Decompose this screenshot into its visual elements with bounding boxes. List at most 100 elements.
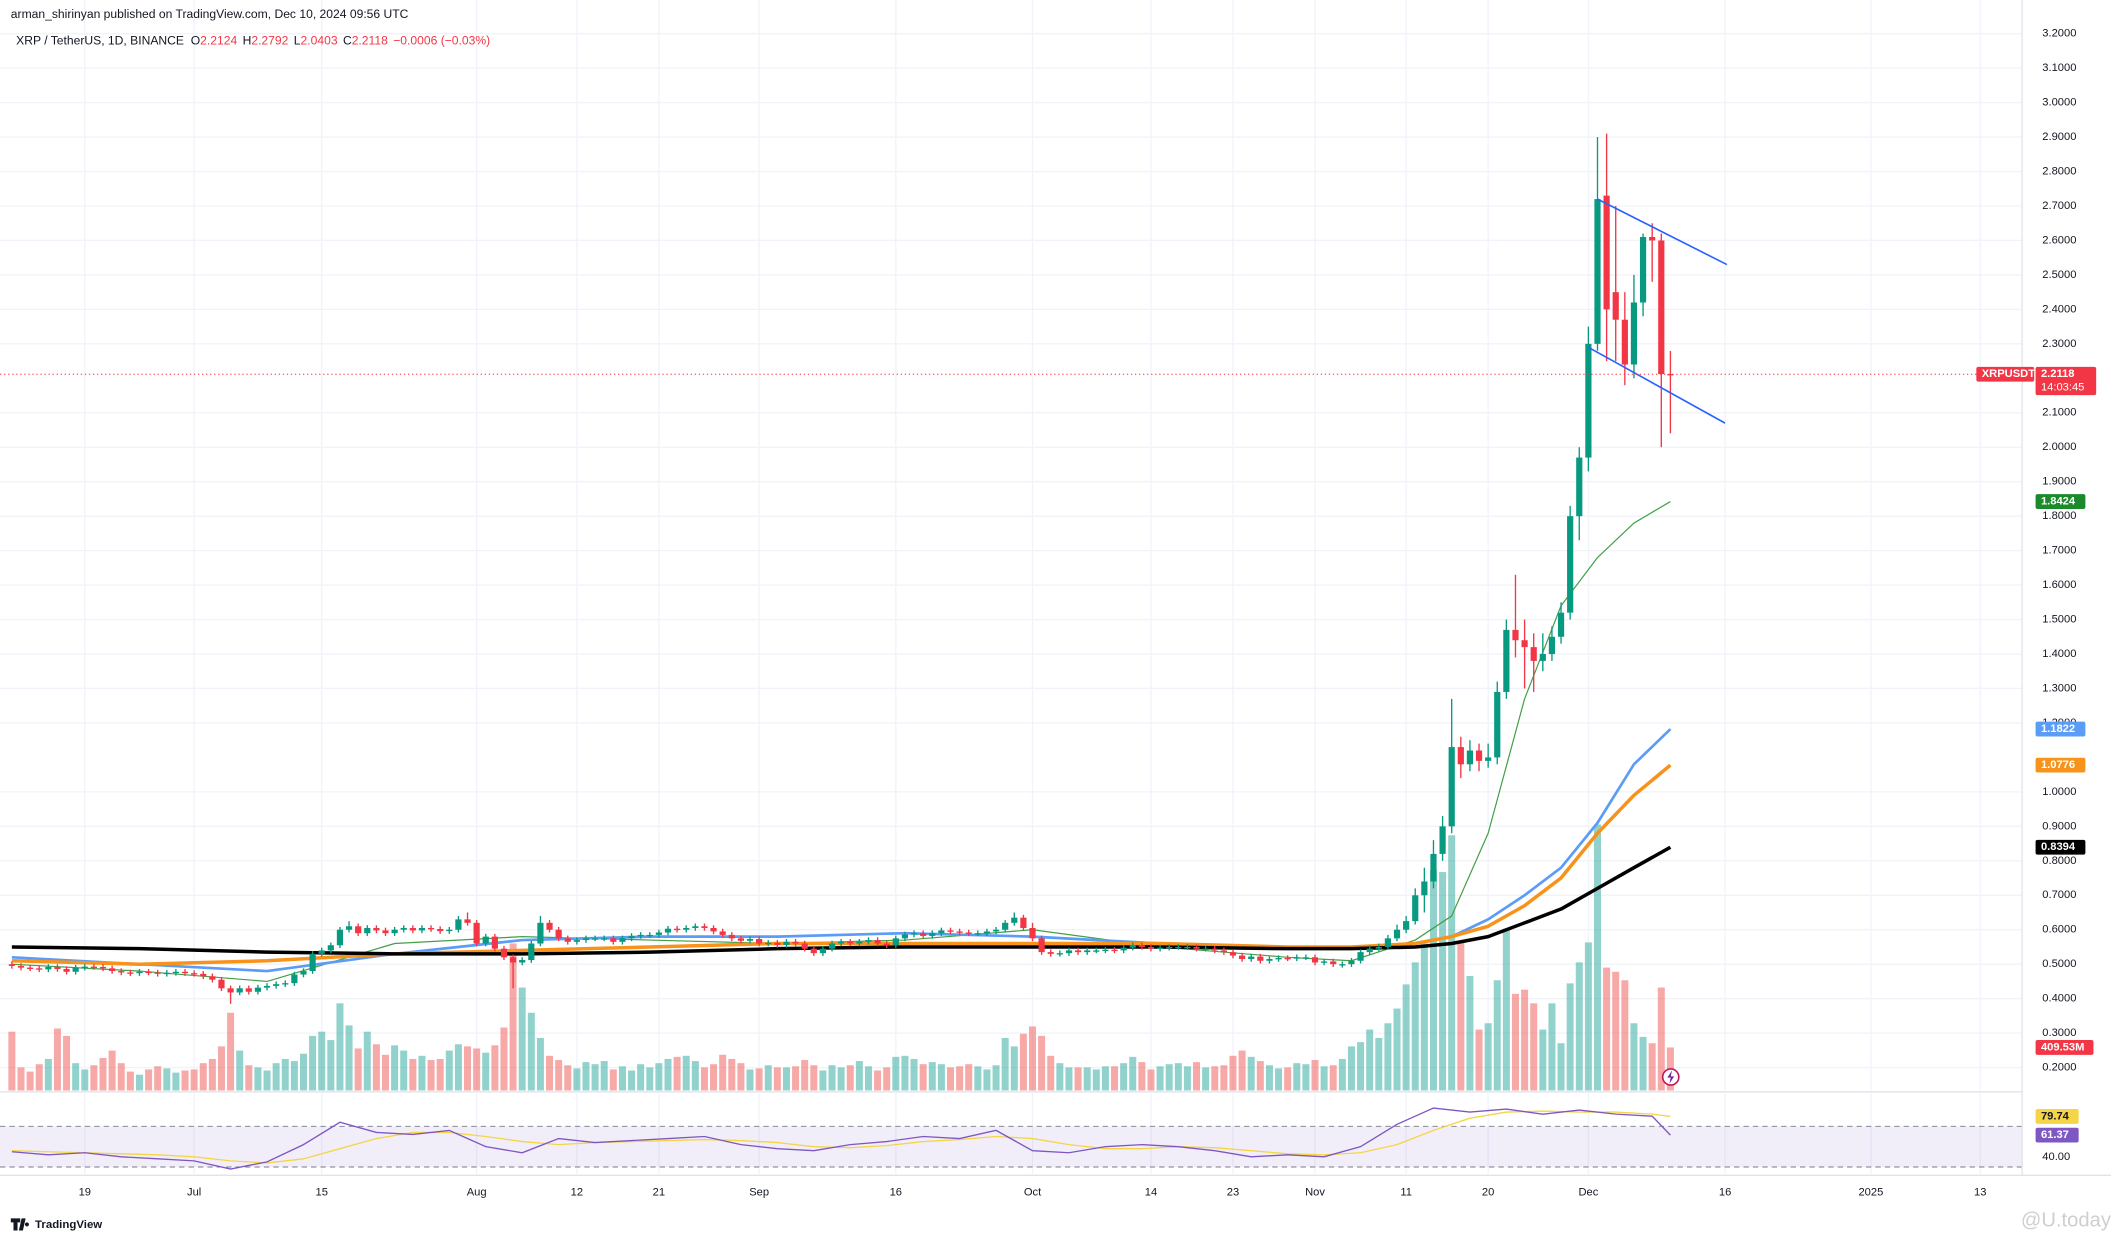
candle-body xyxy=(154,972,161,974)
y-tick-label: 3.1000 xyxy=(2042,62,2076,74)
candle-body xyxy=(1138,945,1145,947)
candle-body xyxy=(1184,946,1191,949)
candle-body xyxy=(1384,938,1392,947)
x-tick-label: Sep xyxy=(749,1187,769,1199)
candle-body xyxy=(473,922,480,944)
brand-name: TradingView xyxy=(35,1219,102,1231)
candle-body xyxy=(746,939,754,941)
x-tick-label: 13 xyxy=(1974,1187,1986,1199)
candle-body xyxy=(610,938,617,942)
candle-body xyxy=(482,936,489,944)
candle-body xyxy=(765,942,772,945)
y-tick-label: 0.9000 xyxy=(2042,820,2076,832)
rsi-badge: 61.37 xyxy=(2035,1127,2079,1143)
volume-bar xyxy=(801,1060,809,1091)
volume-bar xyxy=(1247,1056,1255,1091)
candle-body xyxy=(1649,237,1656,241)
candle-body xyxy=(1621,319,1628,365)
candle-body xyxy=(1074,950,1082,953)
candle-body xyxy=(1229,952,1237,956)
volume-badge-bg xyxy=(2035,1040,2094,1055)
candle-body xyxy=(1330,961,1337,965)
volume-bar xyxy=(1029,1026,1037,1091)
ma-badge: 1.8424 xyxy=(2035,494,2086,509)
volume-bar xyxy=(1056,1063,1064,1091)
rsi-badge-text: 61.37 xyxy=(2041,1129,2069,1141)
volume-bar xyxy=(719,1054,727,1091)
volume-bar xyxy=(1019,1033,1027,1091)
volume-bar xyxy=(910,1058,918,1091)
rsi-tick-label: 40.00 xyxy=(2042,1151,2070,1163)
plot xyxy=(0,0,2023,1174)
candle-body xyxy=(1038,938,1045,953)
x-tick-label: Aug xyxy=(467,1187,487,1199)
candle-body xyxy=(1239,955,1246,960)
candle-body xyxy=(446,929,453,932)
candle-body xyxy=(1321,961,1328,963)
candle-body xyxy=(1375,946,1382,949)
candle-body xyxy=(1594,199,1601,344)
candle-body xyxy=(437,929,444,932)
candle-body xyxy=(1020,917,1027,929)
volume-bar xyxy=(1101,1066,1109,1091)
ma-badge-text: 1.8424 xyxy=(2041,496,2076,508)
volume-bar xyxy=(1174,1063,1182,1091)
candle-body xyxy=(947,930,954,932)
brand: TradingView xyxy=(10,1218,102,1231)
price-badge: 2.2118 14:03:45 xyxy=(2035,366,2097,396)
volume-bar xyxy=(1593,824,1602,1091)
volume-bar xyxy=(1621,980,1629,1091)
volume-bar xyxy=(837,1067,845,1091)
candle-body xyxy=(737,938,744,941)
ma-badge-text: 1.0776 xyxy=(2041,759,2075,771)
volume-bar xyxy=(1338,1058,1346,1091)
candle-body xyxy=(1485,757,1492,761)
y-tick-label: 2.7000 xyxy=(2042,200,2076,212)
volume-bar xyxy=(1065,1067,1073,1091)
volume-bar xyxy=(1275,1068,1283,1091)
candle-body xyxy=(118,971,125,973)
candle-body xyxy=(1512,629,1519,641)
x-tick-label: Nov xyxy=(1305,1187,1325,1199)
volume-bar xyxy=(600,1061,608,1091)
candle-body xyxy=(564,938,571,942)
x-tick-label: 2025 xyxy=(1858,1187,1883,1199)
candle-body xyxy=(191,973,198,975)
candle-body xyxy=(1658,240,1665,375)
candle-body xyxy=(874,940,881,944)
candle-body xyxy=(965,932,972,934)
volume-bar xyxy=(1211,1066,1219,1091)
y-tick-label: 2.6000 xyxy=(2042,234,2076,246)
candle-body xyxy=(373,928,380,931)
candle-body xyxy=(54,966,61,970)
candle-body xyxy=(327,945,334,951)
candle-body xyxy=(1475,750,1483,761)
volume-bar xyxy=(163,1068,171,1091)
x-tick-label: 16 xyxy=(1719,1187,1731,1199)
volume-bar xyxy=(99,1057,107,1091)
candle-body xyxy=(1029,928,1036,939)
price-badge-bg xyxy=(2035,366,2097,396)
volume-bar xyxy=(664,1058,672,1091)
candle-body xyxy=(546,922,553,930)
symbol-badge-bg xyxy=(1976,366,2035,382)
candle-body xyxy=(774,942,781,945)
volume-bar xyxy=(710,1064,718,1091)
volume-bar xyxy=(473,1048,481,1091)
candle-body xyxy=(756,939,763,944)
volume-bar xyxy=(290,1061,298,1091)
candle-body xyxy=(163,972,170,975)
volume-bar xyxy=(700,1067,708,1091)
candle-body xyxy=(1366,948,1373,953)
volume-bar xyxy=(737,1063,745,1091)
volume-bar xyxy=(1147,1069,1155,1091)
volume-bar xyxy=(190,1069,198,1091)
candle-body xyxy=(491,936,498,949)
volume-bar xyxy=(327,1040,335,1091)
candle-body xyxy=(1630,302,1638,365)
x-tick-label: 11 xyxy=(1400,1187,1412,1199)
volume-bar xyxy=(427,1060,435,1091)
y-tick-label: 3.2000 xyxy=(2042,28,2076,40)
volume-bar xyxy=(628,1070,636,1091)
